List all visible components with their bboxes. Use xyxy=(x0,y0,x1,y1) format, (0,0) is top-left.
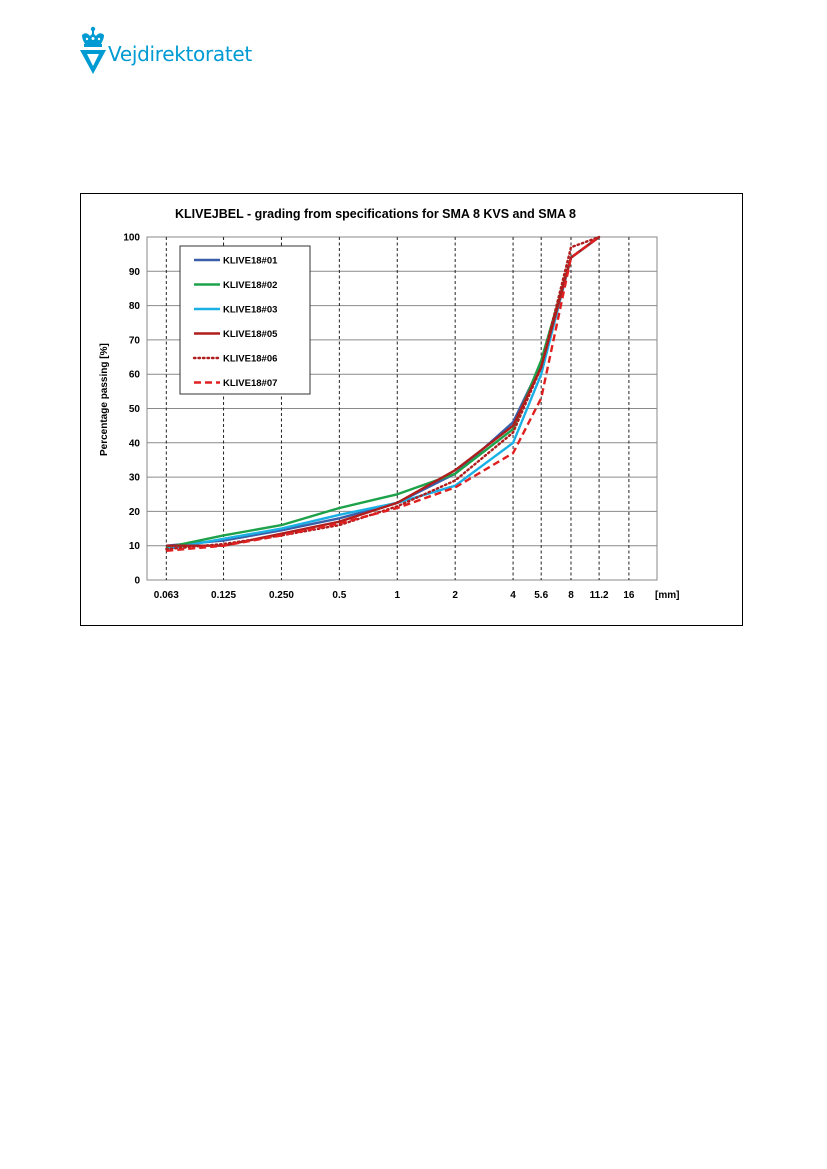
y-tick-label: 0 xyxy=(134,576,140,587)
y-tick-label: 10 xyxy=(129,541,141,552)
series-line-klive18-07 xyxy=(166,236,600,552)
legend-box xyxy=(179,245,311,395)
crown-shield-icon xyxy=(80,26,106,74)
y-tick-label: 30 xyxy=(129,473,141,484)
legend-label: KLIVE18#07 xyxy=(223,378,277,389)
y-tick-label: 70 xyxy=(129,335,141,346)
x-tick-label: 11.2 xyxy=(590,590,609,601)
chart-svg: KLIVEJBEL - grading from specifications … xyxy=(99,207,679,601)
y-tick-label: 20 xyxy=(129,507,141,518)
x-tick-label: 8 xyxy=(568,590,574,601)
x-tick-label: 0.063 xyxy=(154,590,179,601)
legend-label: KLIVE18#06 xyxy=(223,354,277,365)
legend-label: KLIVE18#05 xyxy=(223,329,278,340)
brand-name: Vejdirektoratet xyxy=(108,42,252,66)
x-tick-label: 5.6 xyxy=(534,590,548,601)
x-axis-unit-label: [mm] xyxy=(655,590,679,601)
brand-logo: Vejdirektoratet xyxy=(78,26,252,76)
y-tick-label: 100 xyxy=(123,233,140,244)
x-tick-label: 0.5 xyxy=(332,590,346,601)
legend-label: KLIVE18#02 xyxy=(223,280,277,291)
legend-label: KLIVE18#01 xyxy=(223,256,278,267)
x-tick-label: 1 xyxy=(394,590,400,601)
y-tick-label: 60 xyxy=(129,370,141,381)
x-tick-label: 2 xyxy=(452,590,458,601)
grading-chart: KLIVEJBEL - grading from specifications … xyxy=(80,193,743,626)
x-tick-label: 0.250 xyxy=(269,590,294,601)
x-tick-label: 16 xyxy=(623,590,635,601)
y-tick-label: 50 xyxy=(129,404,141,415)
x-tick-label: 0.125 xyxy=(211,590,236,601)
y-tick-label: 80 xyxy=(129,301,141,312)
y-axis-label: Percentage passing [%] xyxy=(99,343,110,456)
y-tick-label: 40 xyxy=(129,438,141,449)
chart-title: KLIVEJBEL - grading from specifications … xyxy=(175,207,576,221)
y-tick-label: 90 xyxy=(129,267,141,278)
series-line-klive18-06 xyxy=(165,235,601,551)
legend-label: KLIVE18#03 xyxy=(223,305,277,316)
x-tick-label: 4 xyxy=(510,590,516,601)
